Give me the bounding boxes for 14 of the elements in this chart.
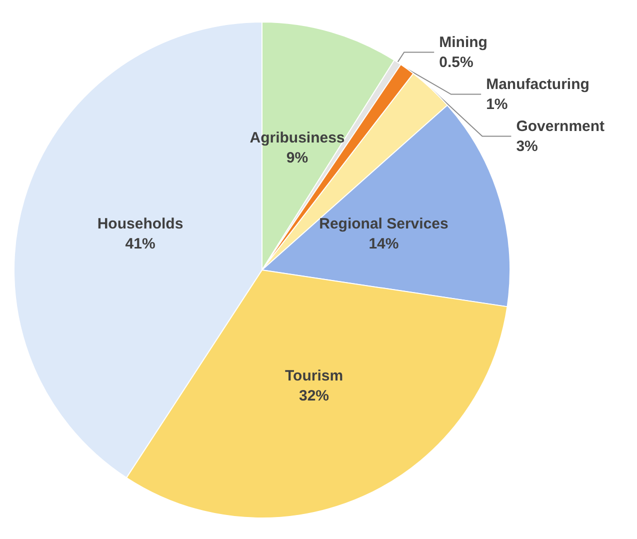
slice-label: Agribusiness <box>250 129 345 146</box>
slice-label: Government <box>516 118 605 135</box>
data-label: 41% <box>125 235 156 252</box>
slice-label: Tourism <box>284 367 344 384</box>
slice-label: Mining <box>439 34 488 51</box>
slice-label: Manufacturing <box>486 76 590 93</box>
slice-label: Households <box>97 215 184 232</box>
data-label: 3% <box>516 138 538 155</box>
data-label: 9% <box>286 149 308 166</box>
data-label: 14% <box>368 235 399 252</box>
slice-label: Regional Services <box>319 215 448 232</box>
data-label: 32% <box>299 387 330 404</box>
data-label: 1% <box>486 96 508 113</box>
data-label: 0.5% <box>439 54 474 71</box>
